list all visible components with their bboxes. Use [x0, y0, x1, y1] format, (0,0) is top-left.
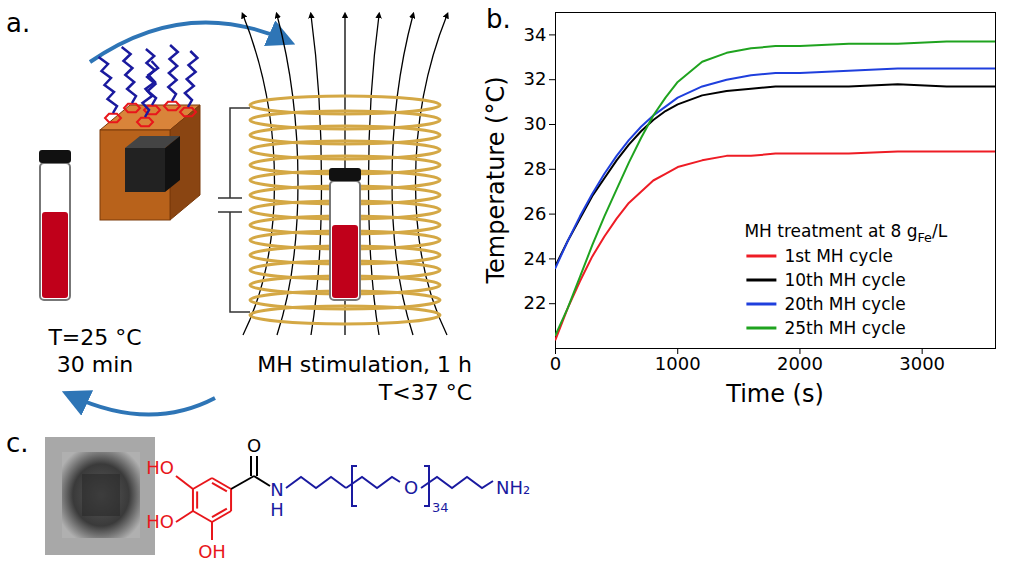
- svg-text:22: 22: [524, 292, 547, 313]
- svg-text:0: 0: [550, 353, 561, 374]
- svg-text:24: 24: [524, 248, 547, 269]
- svg-text:1000: 1000: [655, 353, 701, 374]
- svg-text:T=25 °C: T=25 °C: [47, 325, 141, 350]
- svg-text:O: O: [404, 477, 418, 498]
- svg-text:OH: OH: [198, 541, 226, 562]
- svg-text:3000: 3000: [899, 353, 945, 374]
- svg-text:2000: 2000: [777, 353, 823, 374]
- svg-text:O: O: [247, 435, 261, 456]
- svg-text:10th MH cycle: 10th MH cycle: [784, 270, 905, 290]
- svg-text:30: 30: [524, 113, 547, 134]
- svg-text:26: 26: [524, 203, 547, 224]
- svg-text:32: 32: [524, 68, 547, 89]
- svg-text:28: 28: [524, 158, 547, 179]
- svg-text:a.: a.: [6, 8, 30, 38]
- svg-text:Time (s): Time (s): [725, 380, 824, 408]
- svg-text:c.: c.: [6, 428, 29, 458]
- svg-text:T<37 °C: T<37 °C: [378, 380, 472, 405]
- svg-text:HO: HO: [146, 511, 174, 532]
- svg-text:Temperature (°C): Temperature (°C): [482, 76, 510, 284]
- svg-text:N: N: [270, 479, 283, 500]
- svg-text:HO: HO: [146, 457, 174, 478]
- svg-text:34: 34: [432, 500, 449, 515]
- svg-text:NH₂: NH₂: [496, 477, 530, 498]
- svg-text:25th MH cycle: 25th MH cycle: [784, 318, 905, 338]
- svg-text:34: 34: [524, 24, 547, 45]
- svg-text:MH treatment at 8 gFe/L: MH treatment at 8 gFe/L: [744, 221, 947, 245]
- svg-text:b.: b.: [486, 4, 511, 34]
- svg-text:30 min: 30 min: [57, 352, 133, 377]
- svg-text:1st MH cycle: 1st MH cycle: [784, 246, 893, 266]
- svg-text:H: H: [270, 499, 284, 520]
- svg-text:20th MH cycle: 20th MH cycle: [784, 294, 905, 314]
- svg-text:MH stimulation, 1 h: MH stimulation, 1 h: [257, 352, 472, 377]
